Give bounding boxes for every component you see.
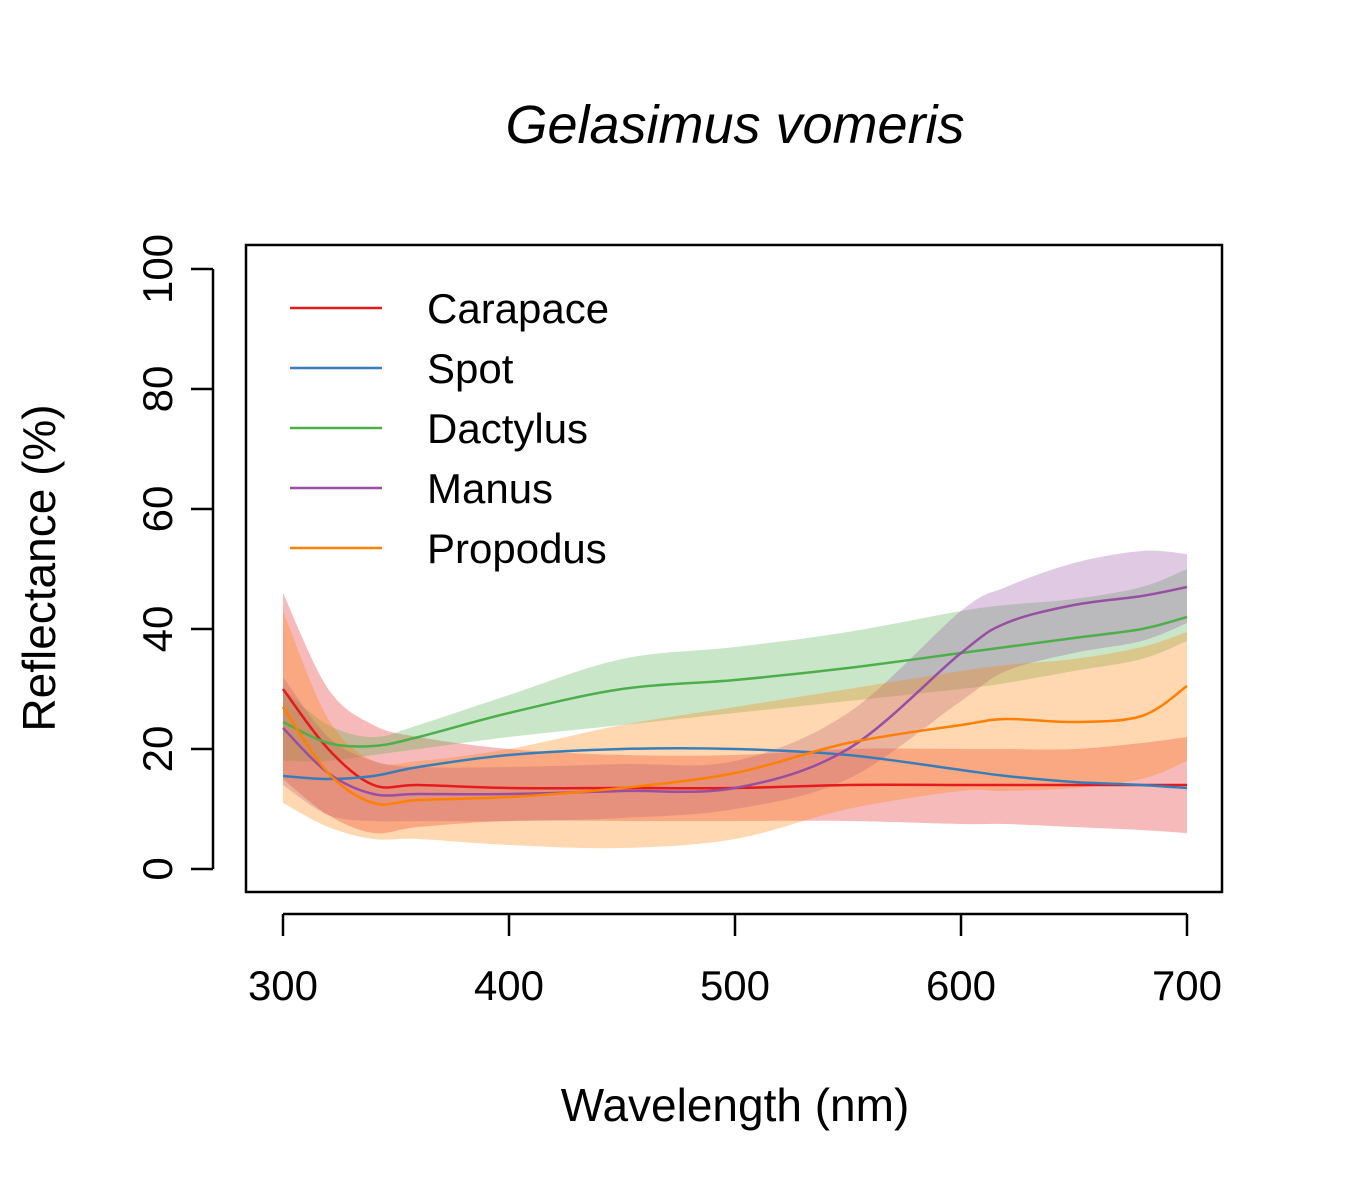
line-dactylus <box>282 615 1188 748</box>
x-axis-label: Wavelength (nm) <box>561 1079 910 1131</box>
legend-label-manus: Manus <box>427 465 553 512</box>
y-tick-label: 60 <box>134 486 181 533</box>
line-propodus <box>281 684 1188 806</box>
series-lines <box>281 585 1188 806</box>
y-axis-label: Reflectance (%) <box>13 404 65 731</box>
legend-label-propodus: Propodus <box>427 525 607 572</box>
plot-frame <box>244 243 1224 894</box>
legend: Carapace Spot Dactylus Manus Propodus <box>290 285 609 572</box>
y-tick-label: 0 <box>134 857 181 880</box>
x-tick-label: 700 <box>1152 962 1222 1009</box>
band-manus <box>283 550 1187 822</box>
confidence-bands <box>283 550 1187 849</box>
y-axis: 0 20 40 60 80 100 <box>134 234 215 881</box>
y-tick-label: 100 <box>134 234 181 304</box>
legend-label-carapace: Carapace <box>427 285 609 332</box>
line-manus <box>282 585 1188 797</box>
x-tick-label: 500 <box>700 962 770 1009</box>
legend-label-spot: Spot <box>427 345 514 392</box>
y-tick-label: 80 <box>134 366 181 413</box>
legend-label-dactylus: Dactylus <box>427 405 588 452</box>
y-tick-label: 20 <box>134 726 181 773</box>
band-carapace <box>283 593 1187 834</box>
y-tick-label: 40 <box>134 606 181 653</box>
x-tick-label: 600 <box>926 962 996 1009</box>
x-tick-label: 400 <box>474 962 544 1009</box>
x-tick-label: 300 <box>248 962 318 1009</box>
x-axis: 300 400 500 600 700 <box>248 912 1222 1009</box>
chart-title: Gelasimus vomeris <box>505 95 964 155</box>
line-spot <box>282 747 1188 790</box>
